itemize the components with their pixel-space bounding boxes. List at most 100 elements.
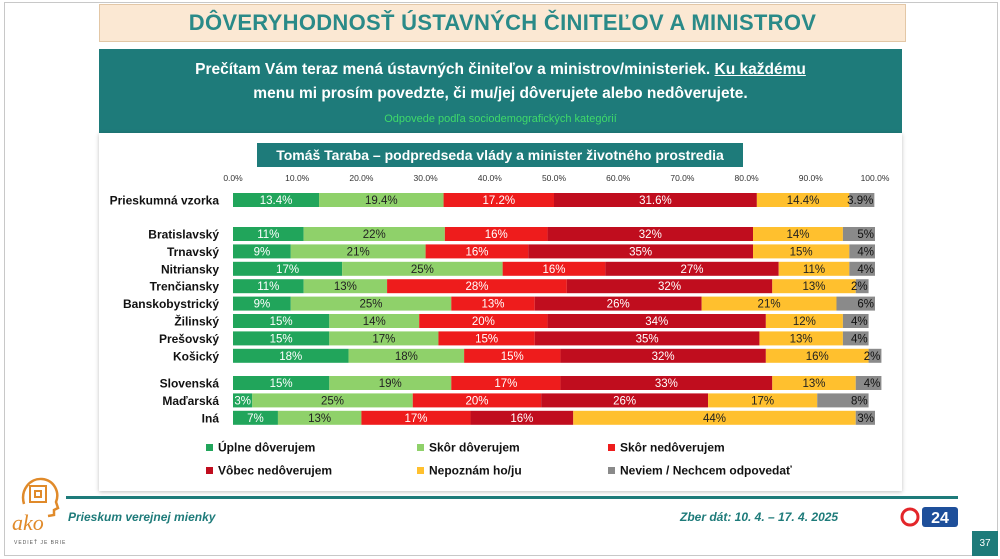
bar-data-label: 19% <box>379 378 402 390</box>
bar-data-label: 2% <box>864 351 881 363</box>
footer-date-label: Zber dát: 10. 4. – 17. 4. 2025 <box>680 510 839 524</box>
bar-segment <box>855 376 882 390</box>
bar-data-label: 20% <box>465 395 488 407</box>
bar-segment <box>765 314 843 328</box>
bar-segment <box>444 227 548 241</box>
bar-data-label: 35% <box>629 246 652 258</box>
x-tick-label: 40.0% <box>478 173 503 183</box>
legend-label: Skôr dôverujem <box>429 441 520 455</box>
bar-data-label: 15% <box>270 378 293 390</box>
legend-swatch <box>608 444 615 451</box>
x-tick-label: 100.0% <box>861 173 890 183</box>
bar-data-label: 44% <box>703 413 726 425</box>
bar-segment <box>560 376 773 390</box>
bar-data-label: 13% <box>790 333 813 345</box>
bar-segment <box>425 244 529 259</box>
x-tick-label: 70.0% <box>670 173 695 183</box>
question-subtitle: Odpovede podľa sociodemografických kateg… <box>384 113 617 125</box>
tv24-logo-icon: 24 <box>900 507 958 527</box>
bar-segment <box>547 227 754 241</box>
question-text: Prečítam Vám teraz mená ústavných činite… <box>181 58 821 106</box>
bar-data-label: 18% <box>395 351 418 363</box>
bar-segment <box>233 261 343 276</box>
bar-segment <box>319 193 444 207</box>
bar-data-label: 32% <box>639 229 662 241</box>
bar-data-label: 26% <box>613 395 636 407</box>
bar-data-label: 27% <box>681 264 704 276</box>
question-box: Prečítam Vám teraz mená ústavných činite… <box>99 49 902 133</box>
bar-segment <box>849 193 875 207</box>
bar-data-label: 21% <box>758 299 781 311</box>
bar-data-label: 16% <box>510 413 533 425</box>
x-tick-label: 0.0% <box>223 173 243 183</box>
bar-data-label: 9% <box>254 246 271 258</box>
bar-data-label: 4% <box>864 378 881 390</box>
bar-data-label: 17% <box>494 378 517 390</box>
bar-data-label: 26% <box>607 299 630 311</box>
x-tick-label: 50.0% <box>542 173 567 183</box>
bar-data-label: 20% <box>472 316 495 328</box>
bar-data-label: 19.4% <box>365 195 398 207</box>
bar-segment <box>290 296 452 311</box>
bar-segment <box>502 261 606 276</box>
bar-segment <box>419 314 548 328</box>
bar-data-label: 33% <box>655 378 678 390</box>
ako-logo-icon <box>21 477 60 518</box>
slide-title: DÔVERYHODNOSŤ ÚSTAVNÝCH ČINITEĽOV A MINI… <box>188 10 817 35</box>
bar-data-label: 13.4% <box>260 195 293 207</box>
bar-data-label: 13% <box>308 413 331 425</box>
bar-segment <box>329 376 452 390</box>
bar-data-label: 14% <box>786 229 809 241</box>
bar-data-label: 3.9% <box>847 195 873 207</box>
bar-data-label: 15% <box>790 246 813 258</box>
bar-segment <box>842 227 875 241</box>
bar-data-label: 2% <box>851 281 868 293</box>
row-label: Žilinský <box>174 314 219 329</box>
bar-segment <box>605 261 779 276</box>
bar-segment <box>451 296 535 311</box>
bar-segment <box>451 376 561 390</box>
bar-data-label: 34% <box>645 316 668 328</box>
bar-segment <box>842 331 869 346</box>
bar-segment <box>541 393 709 408</box>
bar-data-label: 3% <box>234 395 251 407</box>
chart-panel <box>99 133 902 491</box>
bar-data-label: 16% <box>542 264 565 276</box>
bar-data-label: 25% <box>321 395 344 407</box>
bar-segment <box>753 244 850 259</box>
bar-segment <box>849 244 875 259</box>
row-label: Trnavský <box>167 245 219 259</box>
bar-segment <box>756 193 850 207</box>
page-number: 37 <box>972 531 998 556</box>
bar-data-label: 13% <box>802 378 825 390</box>
bar-data-label: 3% <box>857 413 874 425</box>
bar-segment <box>772 376 856 390</box>
bar-segment <box>701 296 837 311</box>
bar-data-label: 6% <box>857 299 874 311</box>
bar-data-label: 17% <box>372 333 395 345</box>
bar-segment <box>290 244 426 259</box>
bar-data-label: 7% <box>247 413 264 425</box>
bar-data-label: 15% <box>270 316 293 328</box>
legend-label: Nepoznám ho/ju <box>429 464 522 478</box>
x-tick-label: 20.0% <box>349 173 374 183</box>
row-label: Slovenská <box>160 377 220 391</box>
bar-segment <box>277 410 362 425</box>
bar-segment <box>534 331 760 346</box>
bar-segment <box>560 348 766 363</box>
legend-label: Úplne dôverujem <box>218 440 315 455</box>
bar-data-label: 15% <box>501 351 524 363</box>
bar-data-label: 13% <box>802 281 825 293</box>
bar-data-label: 21% <box>347 246 370 258</box>
row-label: Iná <box>202 411 220 425</box>
bar-data-label: 35% <box>636 333 659 345</box>
bar-segment <box>233 244 291 259</box>
bar-data-label: 13% <box>481 299 504 311</box>
bar-segment <box>412 393 542 408</box>
row-label: Košický <box>173 349 219 363</box>
bar-data-label: 4% <box>857 246 874 258</box>
bar-segment <box>842 314 869 328</box>
bar-segment <box>573 410 856 425</box>
bar-segment <box>438 331 535 346</box>
bar-data-label: 8% <box>851 395 868 407</box>
